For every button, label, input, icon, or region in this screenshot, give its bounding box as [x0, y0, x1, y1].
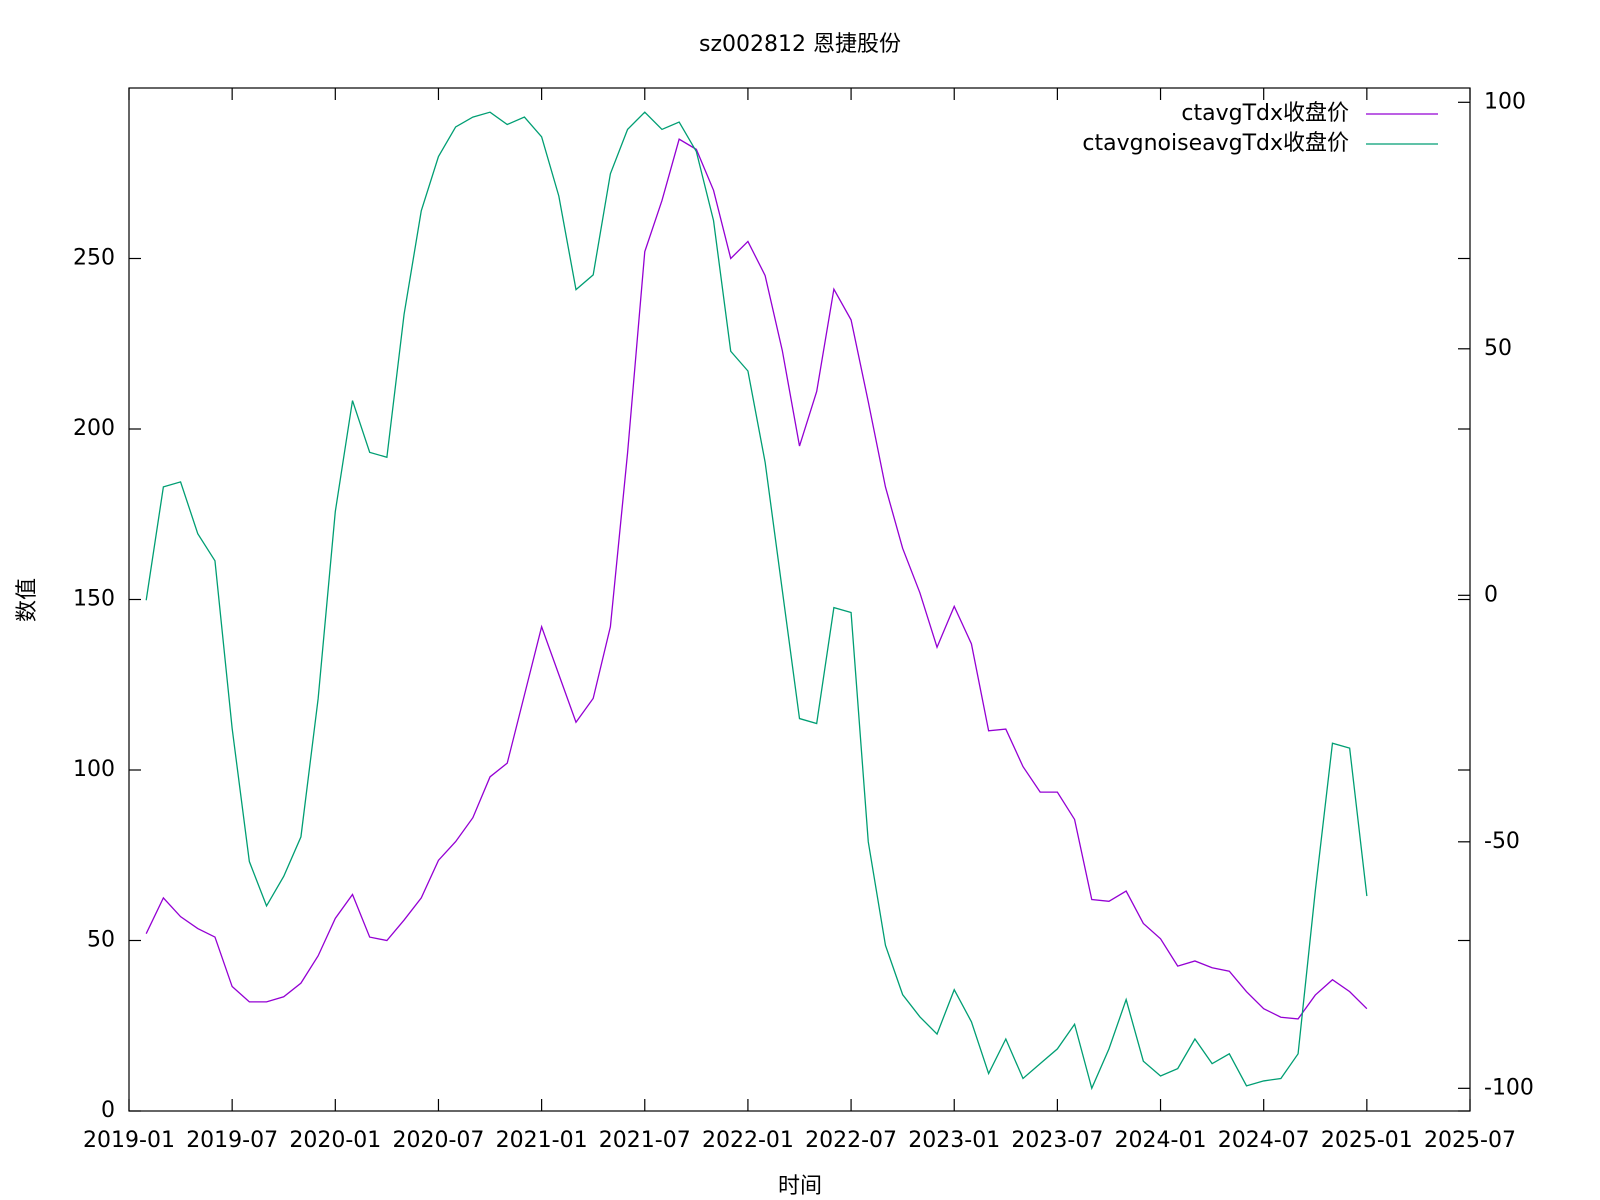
y-tick-label: 250	[73, 246, 115, 271]
x-tick-label: 2019-07	[186, 1128, 278, 1153]
x-tick-label: 2024-01	[1115, 1128, 1207, 1153]
x-tick-label: 2019-01	[83, 1128, 175, 1153]
x-tick-label: 2025-01	[1321, 1128, 1413, 1153]
x-tick-label: 2023-07	[1011, 1128, 1103, 1153]
x-axis-label: 时间	[778, 1174, 822, 1199]
y-tick-label: 200	[73, 416, 115, 441]
y-tick-label: 50	[87, 928, 115, 953]
y-tick-label: 0	[101, 1098, 115, 1123]
legend-label: ctavgTdx收盘价	[1181, 101, 1349, 126]
chart-title: sz002812 恩捷股份	[699, 32, 901, 57]
plot-border	[128, 87, 1471, 1112]
x-tick-label: 2020-07	[393, 1128, 485, 1153]
x-tick-label: 2022-01	[702, 1128, 794, 1153]
y2-tick-label: 100	[1484, 89, 1526, 114]
y2-tick-label: -50	[1484, 829, 1520, 854]
x-tick-label: 2022-07	[805, 1128, 897, 1153]
y-tick-label: 150	[73, 587, 115, 612]
x-tick-label: 2020-01	[289, 1128, 381, 1153]
x-tick-label: 2021-07	[599, 1128, 691, 1153]
x-tick-label: 2024-07	[1218, 1128, 1310, 1153]
y-axis-label: 数值	[15, 578, 40, 622]
series-line	[145, 138, 1368, 1020]
x-tick-label: 2025-07	[1424, 1128, 1516, 1153]
x-tick-label: 2023-01	[908, 1128, 1000, 1153]
y-tick-label: 100	[73, 757, 115, 782]
x-tick-label: 2021-01	[496, 1128, 588, 1153]
y2-tick-label: 0	[1484, 582, 1498, 607]
y2-tick-label: -100	[1484, 1075, 1534, 1100]
y2-tick-label: 50	[1484, 336, 1512, 361]
series-line	[145, 111, 1368, 1091]
legend-label: ctavgnoiseavgTdx收盘价	[1082, 131, 1349, 156]
